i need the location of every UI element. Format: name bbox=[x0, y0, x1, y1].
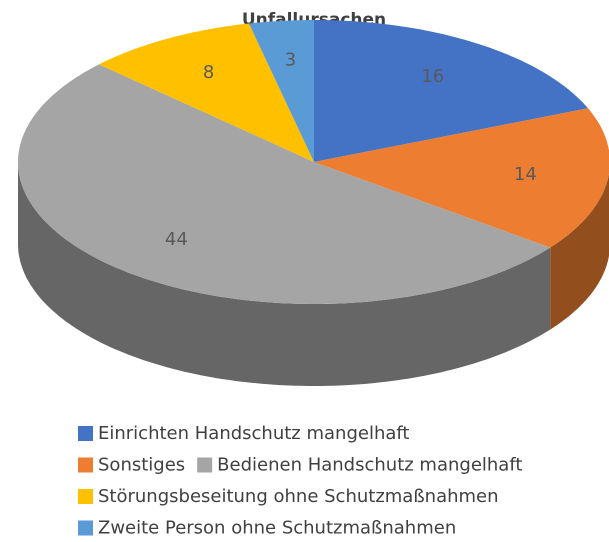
slice bbox=[18, 64, 551, 305]
legend-label: Einrichten Handschutz mangelhaft bbox=[98, 423, 409, 444]
legend-swatch bbox=[78, 426, 93, 441]
slice bbox=[314, 20, 588, 162]
data-label: 16 bbox=[421, 66, 444, 87]
slice-side bbox=[550, 173, 609, 330]
legend-label: Zweite Person ohne Schutzmaßnahmen bbox=[98, 518, 456, 539]
data-label: 44 bbox=[165, 229, 188, 250]
slice bbox=[314, 108, 609, 248]
legend-swatch bbox=[78, 457, 93, 473]
legend-label: Bedienen Handschutz mangelhaft bbox=[217, 455, 522, 476]
legend-label: Störungsbeseitung ohne Schutzmaßnahmen bbox=[98, 486, 499, 507]
slice bbox=[99, 23, 314, 162]
slice-side bbox=[18, 162, 551, 386]
data-label: 8 bbox=[203, 62, 214, 83]
legend-swatch bbox=[197, 457, 213, 473]
legend-swatch bbox=[78, 489, 93, 504]
data-label: 3 bbox=[285, 49, 296, 70]
legend-swatch bbox=[78, 520, 93, 536]
legend-label: Sonstiges bbox=[98, 455, 185, 476]
slice bbox=[248, 20, 314, 162]
data-label: 14 bbox=[514, 164, 537, 185]
